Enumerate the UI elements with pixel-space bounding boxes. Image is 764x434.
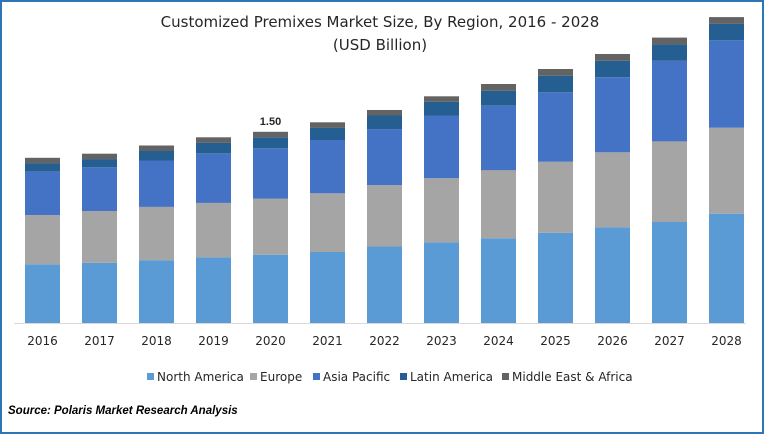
bar-2019-series-4 xyxy=(196,137,231,143)
bar-2019-series-0 xyxy=(196,257,231,323)
bar-2025-series-3 xyxy=(538,75,573,93)
bar-2022-series-4 xyxy=(367,110,402,116)
x-tick-2018: 2018 xyxy=(141,334,172,348)
bar-2018-series-3 xyxy=(139,150,174,161)
bar-2016-series-0 xyxy=(25,264,60,323)
x-tick-2022: 2022 xyxy=(369,334,400,348)
bar-2024-series-1 xyxy=(481,170,516,239)
bar-2023-series-4 xyxy=(424,96,459,102)
bar-2027-series-0 xyxy=(652,221,687,323)
bar-2028-series-0 xyxy=(709,213,744,323)
bar-2016-series-1 xyxy=(25,215,60,265)
bar-2023-series-0 xyxy=(424,242,459,323)
bar-2020-series-0 xyxy=(253,254,288,323)
legend-label-0: North America xyxy=(157,370,244,384)
x-tick-2025: 2025 xyxy=(540,334,571,348)
bar-2024-series-0 xyxy=(481,238,516,323)
bar-2022-series-3 xyxy=(367,115,402,130)
bar-2021-series-2 xyxy=(310,140,345,194)
legend-swatch-4 xyxy=(502,373,509,380)
bar-2021-series-1 xyxy=(310,193,345,252)
bar-2022-series-2 xyxy=(367,129,402,186)
bar-2017-series-4 xyxy=(82,153,117,160)
bar-2028-series-4 xyxy=(709,17,744,24)
bar-2023-series-3 xyxy=(424,101,459,116)
bar-2025-series-1 xyxy=(538,161,573,233)
x-tick-2020: 2020 xyxy=(255,334,286,348)
legend-swatch-2 xyxy=(313,373,320,380)
bar-2018-series-4 xyxy=(139,145,174,151)
bar-2022-series-1 xyxy=(367,185,402,247)
bar-2026-series-1 xyxy=(595,152,630,228)
legend-swatch-1 xyxy=(250,373,257,380)
bar-2016-series-4 xyxy=(25,157,60,164)
bar-2019-series-3 xyxy=(196,142,231,154)
x-tick-2027: 2027 xyxy=(654,334,685,348)
bar-2020-series-1 xyxy=(253,198,288,255)
x-tick-2024: 2024 xyxy=(483,334,514,348)
legend-swatch-3 xyxy=(400,373,407,380)
bar-2018-series-1 xyxy=(139,206,174,261)
bar-2019-series-1 xyxy=(196,202,231,258)
bar-2023-series-2 xyxy=(424,115,459,179)
legend-label-2: Asia Pacific xyxy=(323,370,390,384)
bar-2020-series-3 xyxy=(253,137,288,149)
bar-2023-series-1 xyxy=(424,178,459,243)
bar-2025-series-0 xyxy=(538,232,573,323)
bar-2027-series-4 xyxy=(652,37,687,45)
legend-label-1: Europe xyxy=(260,370,302,384)
bar-2017-series-0 xyxy=(82,262,117,323)
bar-2017-series-2 xyxy=(82,167,117,211)
bar-2026-series-4 xyxy=(595,54,630,61)
x-tick-2017: 2017 xyxy=(84,334,115,348)
bar-2028-series-3 xyxy=(709,23,744,41)
x-tick-2028: 2028 xyxy=(711,334,742,348)
source-note: Source: Polaris Market Research Analysis xyxy=(8,405,238,417)
bar-2016-series-2 xyxy=(25,171,60,216)
chart-title: Customized Premixes Market Size, By Regi… xyxy=(160,13,600,31)
bar-2018-series-2 xyxy=(139,160,174,207)
bar-2025-series-4 xyxy=(538,69,573,76)
bar-2017-series-3 xyxy=(82,159,117,168)
chart-subtitle: (USD Billion) xyxy=(332,36,428,54)
legend-label-3: Latin America xyxy=(410,370,493,384)
bar-2028-series-2 xyxy=(709,40,744,128)
x-tick-2019: 2019 xyxy=(198,334,229,348)
bar-2024-series-2 xyxy=(481,105,516,171)
bar-2019-series-2 xyxy=(196,153,231,203)
bar-2026-series-0 xyxy=(595,227,630,323)
bar-2020-series-4 xyxy=(253,131,288,138)
bar-2024-series-4 xyxy=(481,84,516,91)
legend-swatch-0 xyxy=(147,373,154,380)
bar-2028-series-1 xyxy=(709,127,744,214)
legend-label-4: Middle East & Africa xyxy=(512,370,633,384)
bar-2027-series-3 xyxy=(652,44,687,61)
bar-2022-series-0 xyxy=(367,246,402,323)
bar-2018-series-0 xyxy=(139,260,174,323)
x-tick-2026: 2026 xyxy=(597,334,628,348)
bar-2021-series-3 xyxy=(310,127,345,140)
bar-2027-series-1 xyxy=(652,141,687,222)
x-tick-2016: 2016 xyxy=(27,334,58,348)
bar-2016-series-3 xyxy=(25,163,60,172)
data-label-2020: 1.50 xyxy=(260,116,281,128)
x-tick-2023: 2023 xyxy=(426,334,457,348)
bar-2020-series-2 xyxy=(253,148,288,199)
bar-2021-series-4 xyxy=(310,122,345,128)
bar-2026-series-2 xyxy=(595,77,630,153)
bar-2024-series-3 xyxy=(481,90,516,106)
bar-2025-series-2 xyxy=(538,92,573,162)
bar-2027-series-2 xyxy=(652,60,687,142)
bar-2017-series-1 xyxy=(82,211,117,263)
bar-2021-series-0 xyxy=(310,252,345,323)
x-tick-2021: 2021 xyxy=(312,334,343,348)
bar-2026-series-3 xyxy=(595,60,630,78)
